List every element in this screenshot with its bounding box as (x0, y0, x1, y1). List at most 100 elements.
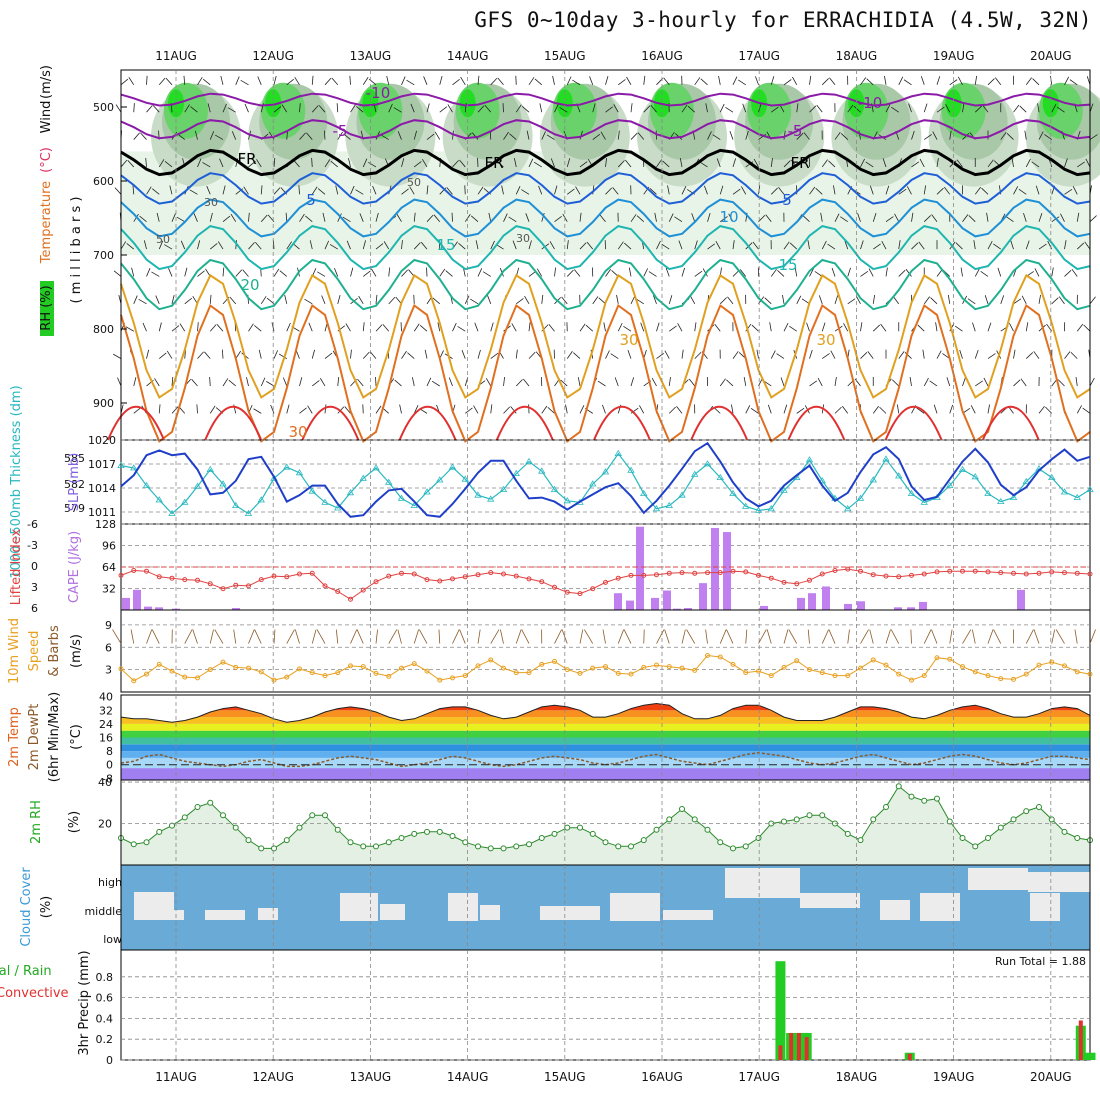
wind-barb (626, 76, 632, 86)
wind-barb-10m (459, 629, 466, 644)
rh-marker (194, 803, 201, 810)
wind-barb (554, 215, 562, 223)
li-marker (628, 572, 634, 578)
wind-barb (536, 268, 543, 277)
wind-barb (298, 185, 300, 195)
cape-bar (133, 589, 141, 610)
thickness-marker (754, 506, 763, 513)
wind-barb (834, 132, 841, 140)
wind-marker (182, 674, 188, 680)
wind-barb (729, 130, 734, 140)
temp-line (120, 702, 1091, 780)
wind-barb (872, 213, 877, 222)
wind-barb (1083, 324, 1091, 332)
slp-tick: 1011 (88, 506, 116, 519)
rh-marker (895, 783, 902, 790)
date-label-bottom: 17AUG (738, 1070, 780, 1084)
wind-barb (933, 404, 938, 414)
cloud-tick-middle: middle (84, 905, 122, 918)
wind-barb (783, 79, 792, 86)
wind-barb-10m (885, 629, 891, 644)
wind-barb (770, 268, 777, 277)
wind-barb (617, 130, 620, 140)
wind-barb (146, 349, 150, 359)
precip-convective-bar (778, 1045, 783, 1060)
thickness-marker (729, 489, 737, 496)
wind-barb (554, 103, 559, 113)
wind-barb (731, 404, 734, 414)
rh-marker (181, 814, 188, 821)
thickness-marker (997, 497, 1005, 504)
wind-barb (776, 353, 785, 359)
wind-barb (350, 104, 356, 113)
rh-marker (436, 828, 443, 835)
wind-barb (592, 296, 599, 305)
rh-contour-label: 30 (516, 232, 530, 245)
wind-barb-10m (807, 629, 810, 644)
wind-barb (155, 295, 160, 304)
wind-barb (432, 297, 441, 305)
wind-barb (806, 322, 810, 332)
wind-barb (293, 159, 300, 168)
thickness-marker (206, 465, 214, 472)
wind-barb (656, 159, 662, 168)
wind-barb (860, 270, 869, 277)
thickness-marker (869, 476, 877, 483)
wind-barb (202, 162, 211, 168)
wind-barb-10m (192, 629, 198, 644)
wind-barb-10m (745, 629, 748, 644)
wind-barb (426, 103, 430, 113)
temp-band (121, 717, 1090, 724)
wind-barb (388, 103, 393, 113)
wind-barb (822, 353, 830, 359)
wind-barb (356, 106, 364, 113)
wind-barb (770, 76, 775, 85)
wind-barb (215, 134, 224, 140)
wind-barb (623, 325, 632, 332)
wind-marker (450, 675, 455, 681)
wind-barb (792, 76, 798, 85)
wind-barb (834, 377, 837, 387)
wind-barb (320, 378, 326, 387)
thickness-marker (130, 464, 138, 471)
wind-barb (180, 240, 186, 250)
wind-barb (433, 214, 441, 222)
wind-marker (501, 665, 506, 671)
wind-marker (1087, 671, 1093, 677)
wind-barb (603, 322, 606, 332)
thickness-marker (474, 491, 482, 498)
wind-barb (809, 75, 812, 85)
cape-axis-label: CAPE (J/kg) (67, 531, 82, 603)
wind-barb-10m (910, 629, 912, 644)
pressure-tick: 700 (93, 249, 114, 262)
contour-label: FR (790, 154, 809, 172)
li-marker (743, 569, 749, 575)
thickness-tick: 585 (64, 452, 85, 465)
wind-barb (944, 186, 951, 195)
wind-barb (324, 240, 330, 250)
thickness-marker (448, 463, 457, 470)
cape-bar (172, 608, 180, 610)
wind-barb (1060, 213, 1065, 222)
wind-barb (827, 243, 836, 250)
cloud-block (134, 892, 174, 920)
wind-barb (821, 159, 828, 168)
wind-barb (625, 159, 632, 168)
rh-contour-label: 50 (156, 233, 170, 246)
wind-barb (337, 213, 342, 222)
wind-barb (566, 350, 573, 359)
rh-band-saturated (556, 89, 573, 118)
thickness-marker (117, 461, 125, 468)
rh-marker (1023, 808, 1030, 815)
wind-barb (554, 267, 556, 277)
wind-barb (146, 186, 152, 195)
wind-barb (796, 407, 805, 414)
cape-bar (894, 607, 902, 610)
thickness-marker (742, 502, 750, 509)
wind-barb (126, 243, 135, 250)
li-marker (488, 570, 494, 576)
precip-tick: 0.2 (96, 1033, 114, 1046)
wind-barb-10m (130, 629, 135, 644)
thickness-marker (716, 473, 724, 480)
wind-barb (413, 405, 419, 414)
